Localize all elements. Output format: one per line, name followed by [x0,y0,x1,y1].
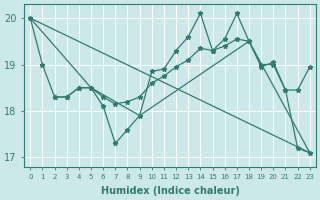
X-axis label: Humidex (Indice chaleur): Humidex (Indice chaleur) [100,186,239,196]
